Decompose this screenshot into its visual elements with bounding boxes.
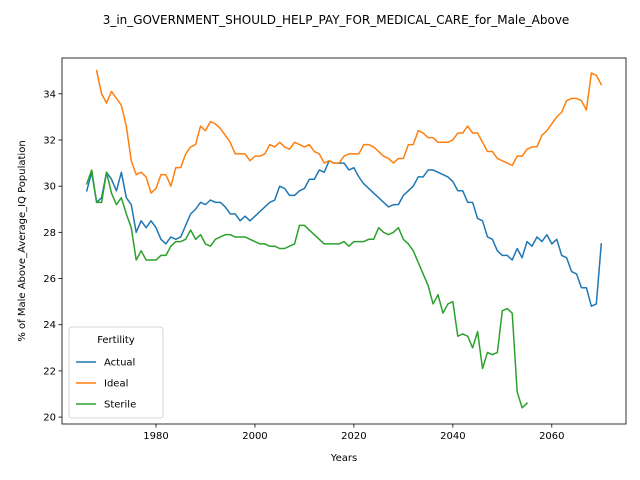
legend-label-actual: Actual <box>104 358 135 369</box>
y-tick-label: 30 <box>43 182 56 193</box>
x-tick-label: 1980 <box>143 431 168 442</box>
x-tick-label: 2040 <box>440 431 465 442</box>
legend-label-sterile: Sterile <box>104 400 136 411</box>
y-tick-label: 28 <box>43 228 56 239</box>
y-tick-label: 24 <box>43 320 56 331</box>
legend: Fertility Actual Ideal Sterile <box>68 326 164 419</box>
legend-box <box>68 326 164 419</box>
series-line-ideal <box>95 69 603 194</box>
legend-items: Actual Ideal Sterile <box>76 358 136 411</box>
x-tick-label: 2060 <box>539 431 564 442</box>
legend-label-ideal: Ideal <box>104 379 128 390</box>
series-line-sterile <box>85 169 529 409</box>
chart-title: 3_in_GOVERNMENT_SHOULD_HELP_PAY_FOR_MEDI… <box>103 13 570 27</box>
legend-title: Fertility <box>97 335 135 346</box>
x-axis-title: Years <box>330 453 357 464</box>
y-axis-title: % of Male Above_Average_IQ Population <box>17 140 28 341</box>
x-tick-label: 2020 <box>341 431 366 442</box>
y-tick-label: 34 <box>43 89 56 100</box>
plot-frame <box>61 57 627 425</box>
series-line-actual <box>85 160 603 307</box>
y-tick-label: 20 <box>43 413 56 424</box>
y-tick-label: 26 <box>43 274 56 285</box>
x-tick-label: 2000 <box>242 431 267 442</box>
y-axis-ticks: 20 22 24 26 28 30 32 34 <box>43 89 62 424</box>
x-axis-ticks: 1980 2000 2020 2040 2060 <box>143 424 565 442</box>
series-layer <box>85 69 603 409</box>
y-tick-label: 22 <box>43 366 56 377</box>
y-tick-label: 32 <box>43 135 56 146</box>
